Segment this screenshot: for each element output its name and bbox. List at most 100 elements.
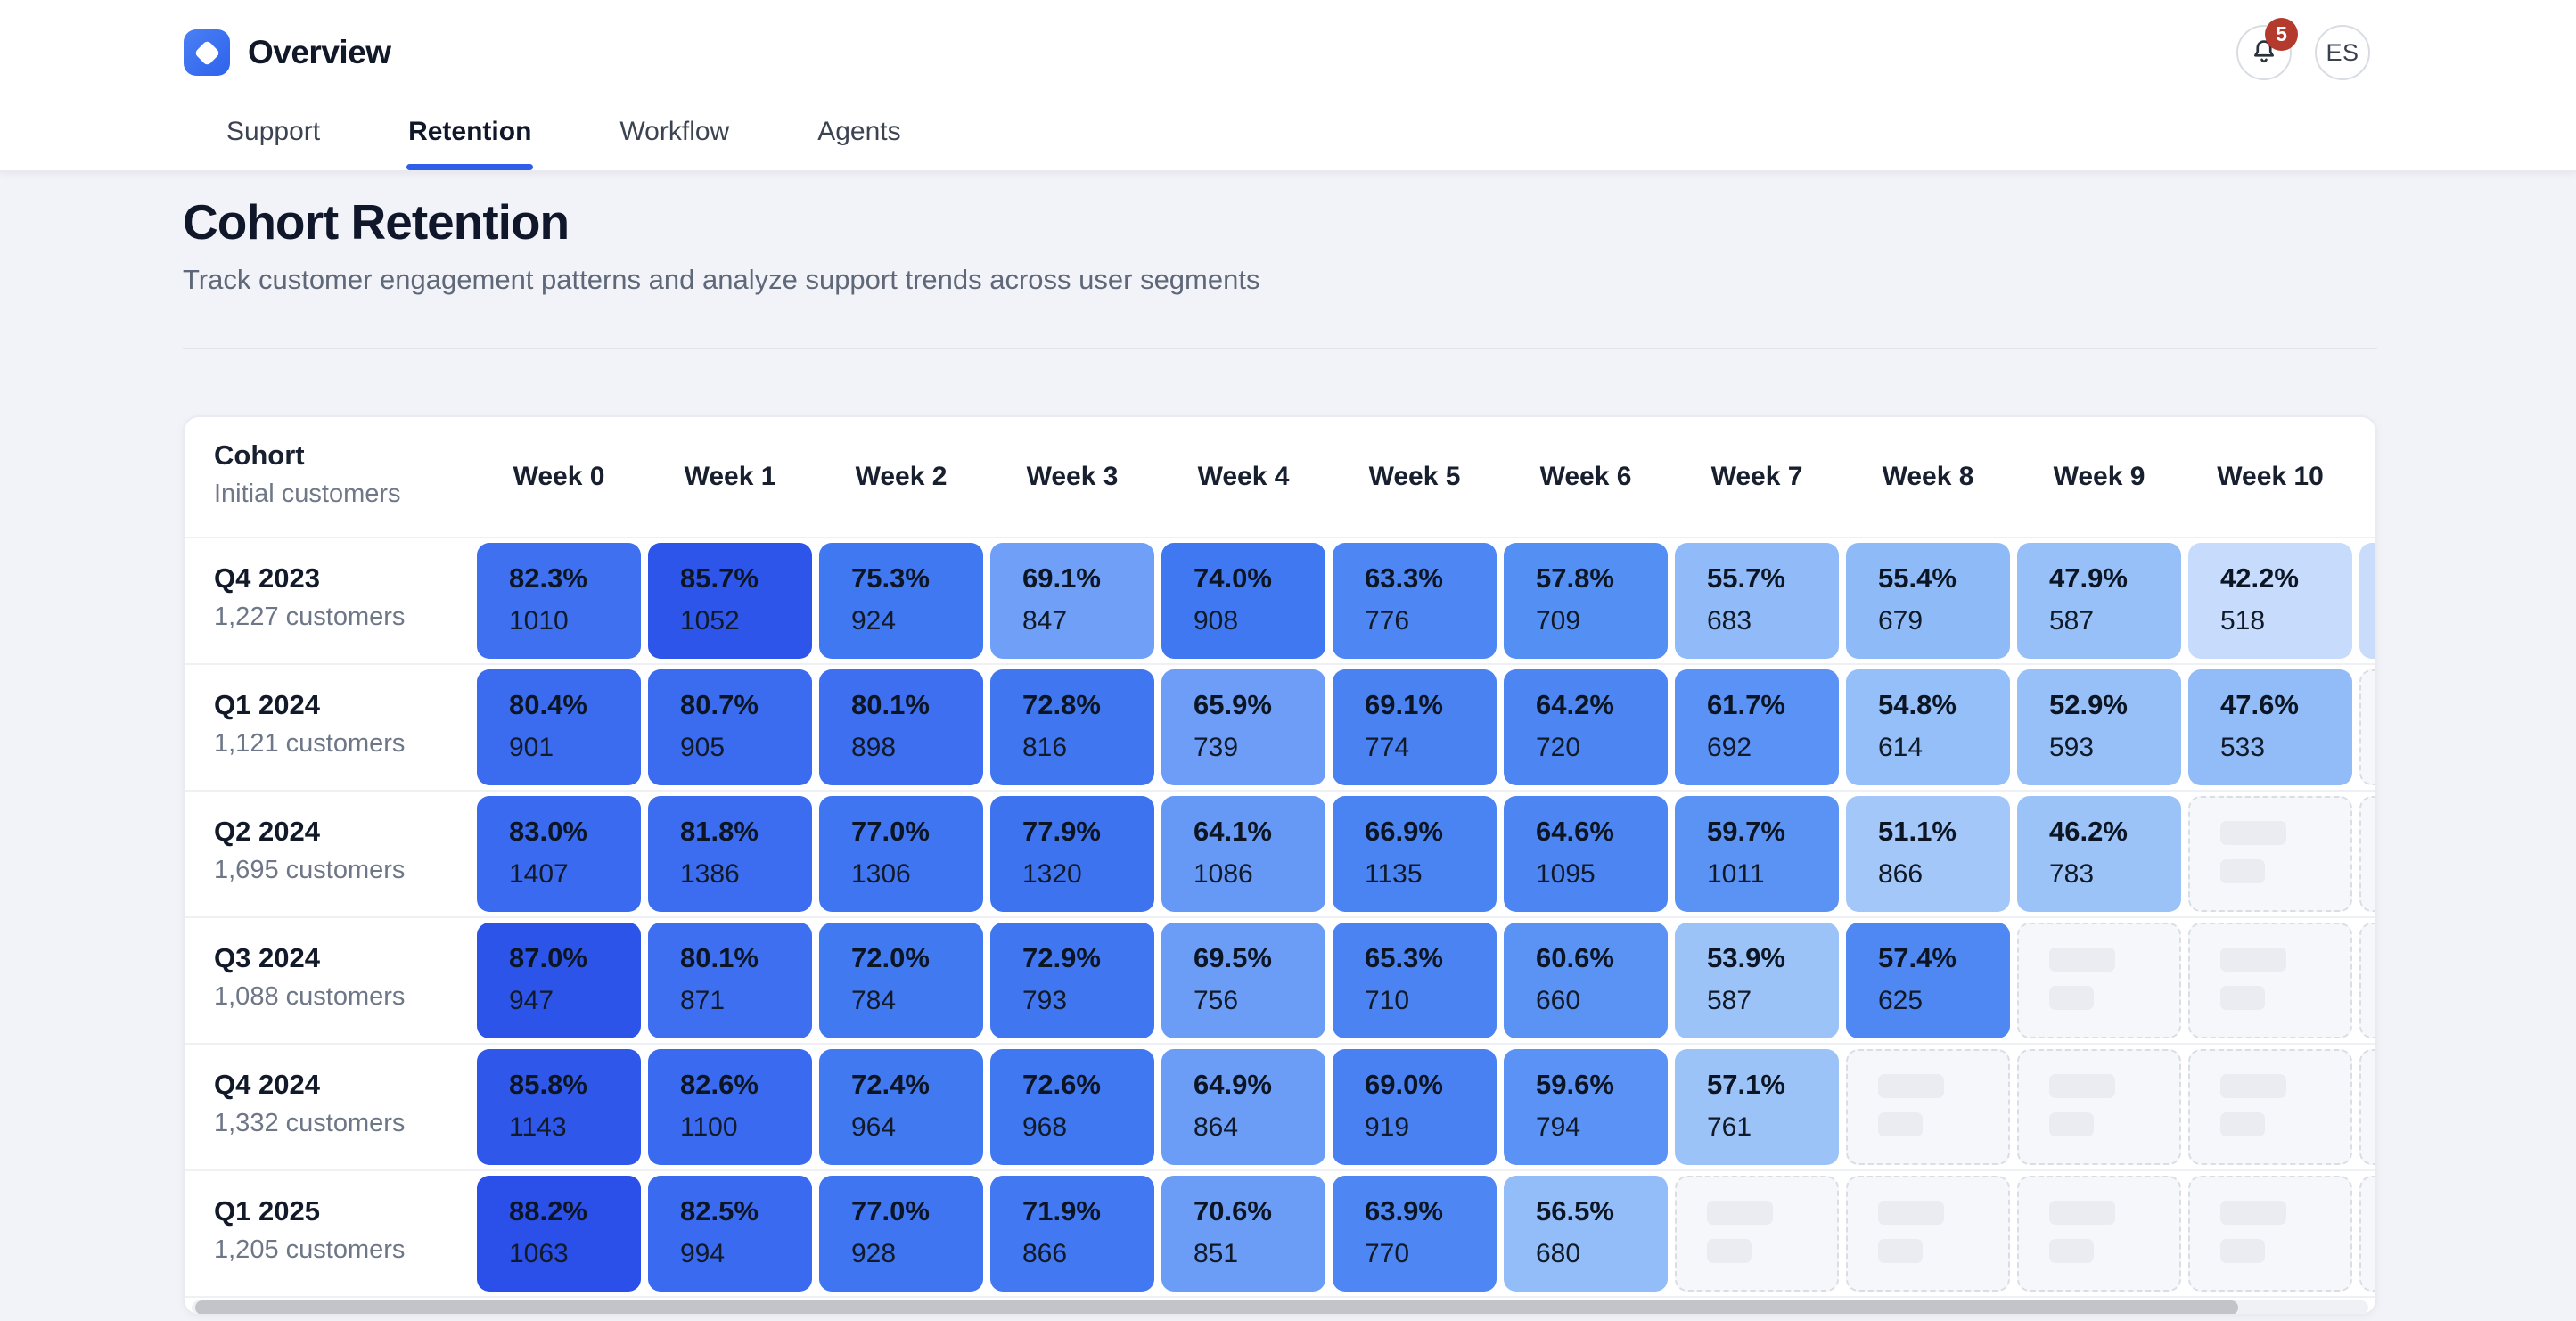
retention-percent: 85.8%	[509, 1069, 587, 1100]
table-header-row: Cohort Initial customers Week 0 Week 1 Wee…	[185, 417, 2375, 537]
retention-count: 680	[1536, 1239, 1581, 1268]
retention-cell: 75.3% 924	[819, 543, 983, 659]
retention-count: 739	[1194, 733, 1239, 762]
retention-count: 776	[1365, 606, 1410, 636]
retention-percent: 56.5%	[1536, 1195, 1614, 1227]
cells-viewport: 80.4% 901 80.7% 905 80.1% 898 72.8% 816 65.9% 739…	[477, 665, 2375, 790]
empty-cell	[2359, 669, 2375, 785]
tab-support[interactable]: Support	[226, 117, 321, 146]
retention-percent: 69.5%	[1194, 942, 1272, 973]
retention-percent: 47.6%	[2220, 689, 2299, 720]
avatar[interactable]: ES	[2315, 25, 2370, 80]
retention-percent: 69.0%	[1365, 1069, 1443, 1100]
retention-percent: 80.1%	[851, 689, 930, 720]
retention-percent: 72.9%	[1022, 942, 1101, 973]
skeleton-bar	[2049, 1112, 2094, 1136]
retention-percent: 82.6%	[680, 1069, 759, 1100]
retention-count: 709	[1536, 606, 1581, 636]
retention-count: 908	[1194, 606, 1239, 636]
tab-retention[interactable]: Retention	[406, 117, 534, 170]
retention-percent: 46.2%	[2049, 816, 2128, 847]
cohort-name: Q4 2023	[214, 562, 320, 594]
retention-count: 783	[2049, 859, 2095, 889]
retention-cell: 46.2% 783	[2017, 796, 2181, 912]
retention-count: 784	[851, 986, 897, 1015]
retention-cell: 64.9% 864	[1161, 1049, 1325, 1165]
retention-cell: 77.9% 1320	[990, 796, 1154, 912]
scrollbar-thumb[interactable]	[195, 1300, 2238, 1314]
brand: Overview	[184, 29, 391, 76]
cohort-label: Q1 2025 1,205 customers	[185, 1171, 477, 1296]
retention-count: 847	[1022, 606, 1068, 636]
cohort-row: Q3 2024 1,088 customers 87.0% 947 80.1% 871 72…	[185, 916, 2375, 1043]
horizontal-scrollbar	[185, 1296, 2375, 1314]
retention-count: 898	[851, 733, 897, 762]
retention-count: 1407	[509, 859, 569, 889]
retention-count: 1100	[680, 1112, 738, 1142]
cohort-customers: 1,332 customers	[214, 1109, 406, 1137]
top-bar: Overview Support Retention Workflow Agents …	[0, 0, 2576, 172]
tab-workflow[interactable]: Workflow	[619, 117, 730, 146]
week-header: Week 1	[684, 462, 776, 491]
cohort-customers: 1,121 customers	[214, 729, 406, 758]
retention-count: 871	[680, 986, 726, 1015]
retention-cell	[2359, 543, 2375, 659]
retention-count: 1320	[1022, 859, 1082, 889]
week-header: Week 0	[513, 462, 605, 491]
week-header: Week 2	[855, 462, 948, 491]
page-subtitle: Track customer engagement patterns and a…	[183, 264, 1260, 295]
retention-percent: 53.9%	[1707, 942, 1785, 973]
retention-count: 1010	[509, 606, 569, 636]
retention-cell: 65.9% 739	[1161, 669, 1325, 785]
retention-count: 720	[1536, 733, 1581, 762]
retention-cell: 69.1% 774	[1333, 669, 1497, 785]
retention-count: 866	[1022, 1239, 1068, 1268]
empty-cell	[2017, 1049, 2181, 1165]
retention-percent: 57.8%	[1536, 562, 1614, 594]
empty-cell	[1846, 1176, 2010, 1292]
retention-count: 770	[1365, 1239, 1410, 1268]
skeleton-bar	[2220, 1112, 2265, 1136]
empty-cell	[2188, 1049, 2352, 1165]
retention-percent: 51.1%	[1878, 816, 1957, 847]
retention-cell: 47.6% 533	[2188, 669, 2352, 785]
retention-percent: 74.0%	[1194, 562, 1272, 594]
retention-count: 793	[1022, 986, 1068, 1015]
retention-count: 587	[1707, 986, 1752, 1015]
retention-count: 518	[2220, 606, 2266, 636]
retention-percent: 81.8%	[680, 816, 759, 847]
retention-percent: 72.6%	[1022, 1069, 1101, 1100]
retention-cell: 47.9% 587	[2017, 543, 2181, 659]
empty-cell	[2359, 1049, 2375, 1165]
cells-track: 80.4% 901 80.7% 905 80.1% 898 72.8% 816 65.9% 739…	[477, 665, 2375, 785]
retention-count: 866	[1878, 859, 1924, 889]
cohort-table-card: Cohort Initial customers Week 0 Week 1 Wee…	[183, 415, 2377, 1316]
cells-viewport: 88.2% 1063 82.5% 994 77.0% 928 71.9% 866 70.6% 85…	[477, 1171, 2375, 1296]
retention-count: 994	[680, 1239, 726, 1268]
retention-cell: 69.0% 919	[1333, 1049, 1497, 1165]
retention-percent: 64.9%	[1194, 1069, 1272, 1100]
retention-percent: 64.1%	[1194, 816, 1272, 847]
retention-percent: 57.4%	[1878, 942, 1957, 973]
cells-viewport: 82.3% 1010 85.7% 1052 75.3% 924 69.1% 847 74.0% 9…	[477, 538, 2375, 663]
cohort-customers: 1,695 customers	[214, 856, 406, 884]
cohort-name: Q1 2025	[214, 1195, 320, 1227]
retention-count: 928	[851, 1239, 897, 1268]
retention-cell: 60.6% 660	[1504, 923, 1668, 1038]
retention-percent: 77.9%	[1022, 816, 1101, 847]
tab-agents[interactable]: Agents	[817, 117, 901, 146]
retention-cell: 51.1% 866	[1846, 796, 2010, 912]
retention-count: 794	[1536, 1112, 1581, 1142]
retention-cell: 72.9% 793	[990, 923, 1154, 1038]
retention-count: 756	[1194, 986, 1239, 1015]
retention-percent: 72.0%	[851, 942, 930, 973]
retention-cell: 42.2% 518	[2188, 543, 2352, 659]
empty-cell	[2017, 1176, 2181, 1292]
retention-percent: 65.3%	[1365, 942, 1443, 973]
retention-cell: 70.6% 851	[1161, 1176, 1325, 1292]
retention-percent: 54.8%	[1878, 689, 1957, 720]
corner-title: Cohort	[214, 439, 305, 471]
cells-track: 87.0% 947 80.1% 871 72.0% 784 72.9% 793 69.5% 756…	[477, 918, 2375, 1038]
retention-percent: 77.0%	[851, 1195, 930, 1227]
notifications-button[interactable]: 5	[2236, 18, 2298, 80]
